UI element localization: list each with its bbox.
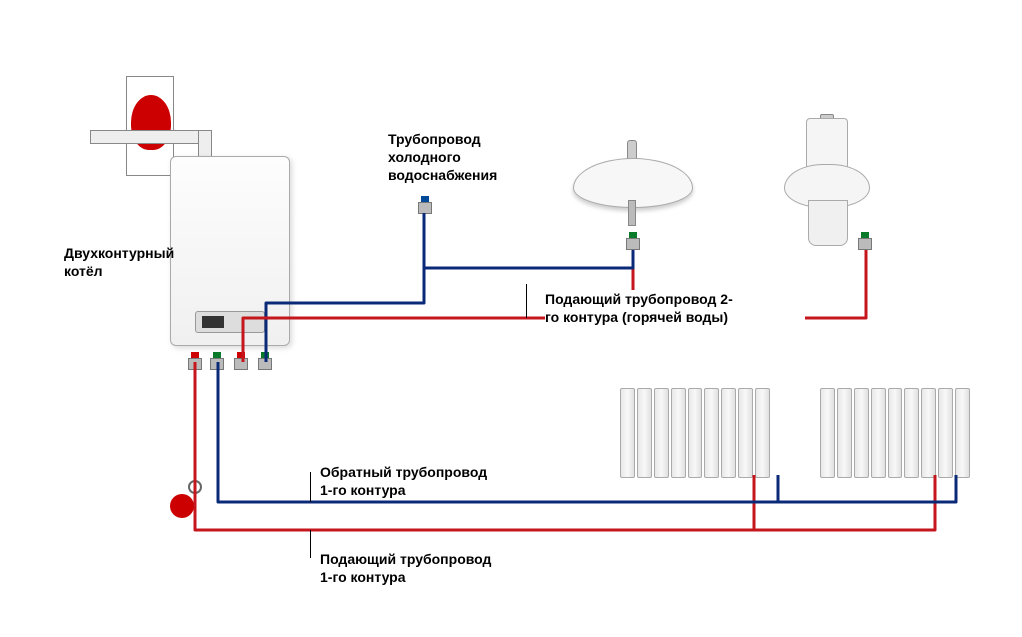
radiator-fin — [904, 388, 919, 478]
valve-body — [210, 358, 224, 370]
radiator-fin — [837, 388, 852, 478]
valve-body — [418, 202, 432, 214]
valve — [210, 352, 224, 370]
circulation-pump — [158, 486, 206, 526]
flue-horizontal-pipe — [90, 130, 210, 144]
radiator-fin — [654, 388, 669, 478]
radiator-fin — [888, 388, 903, 478]
radiator-fin — [704, 388, 719, 478]
boiler-control-panel — [195, 311, 265, 333]
label-cold-supply: Трубопроводхолодноговодоснабжения — [388, 130, 558, 185]
valve-body — [234, 358, 248, 370]
flue-box — [126, 76, 174, 176]
toilet-base — [808, 200, 848, 246]
label-supply-circuit1: Подающий трубопровод1-го контура — [320, 550, 550, 586]
pump-gauge-icon — [188, 480, 202, 494]
radiator-fin — [738, 388, 753, 478]
radiator-fin — [755, 388, 770, 478]
radiator-fin — [854, 388, 869, 478]
radiator-2 — [820, 388, 970, 478]
valve-body — [188, 358, 202, 370]
valve-body — [858, 238, 872, 250]
radiator-fin — [820, 388, 835, 478]
label-boiler: Двухконтурныйкотёл — [64, 244, 204, 280]
valve — [188, 352, 202, 370]
pipe-circuit1_return_branch — [778, 475, 956, 502]
valve-body — [258, 358, 272, 370]
radiator-fin — [921, 388, 936, 478]
valve — [258, 352, 272, 370]
pump-body — [170, 494, 194, 518]
pipe-cold_to_sink — [424, 250, 633, 268]
label-hot-supply: Подающий трубопровод 2-го контура (горяч… — [545, 290, 805, 326]
sink-drain — [628, 200, 636, 226]
leader-hot-supply — [526, 284, 527, 318]
sink — [573, 140, 693, 210]
radiator-fin — [671, 388, 686, 478]
toilet — [780, 118, 875, 246]
valve — [858, 232, 872, 250]
valve — [626, 232, 640, 250]
radiator-fin — [721, 388, 736, 478]
leader-return — [310, 472, 311, 502]
radiator-fin — [620, 388, 635, 478]
boiler-display — [202, 316, 224, 328]
radiator-fin — [955, 388, 970, 478]
radiator-fin — [871, 388, 886, 478]
radiator-1 — [620, 388, 770, 478]
valve — [234, 352, 248, 370]
leader-supply — [310, 530, 311, 558]
valve-body — [626, 238, 640, 250]
radiator-fin — [637, 388, 652, 478]
label-return-circuit1: Обратный трубопровод1-го контура — [320, 463, 550, 499]
valve — [418, 196, 432, 214]
radiator-fin — [688, 388, 703, 478]
radiator-fin — [938, 388, 953, 478]
